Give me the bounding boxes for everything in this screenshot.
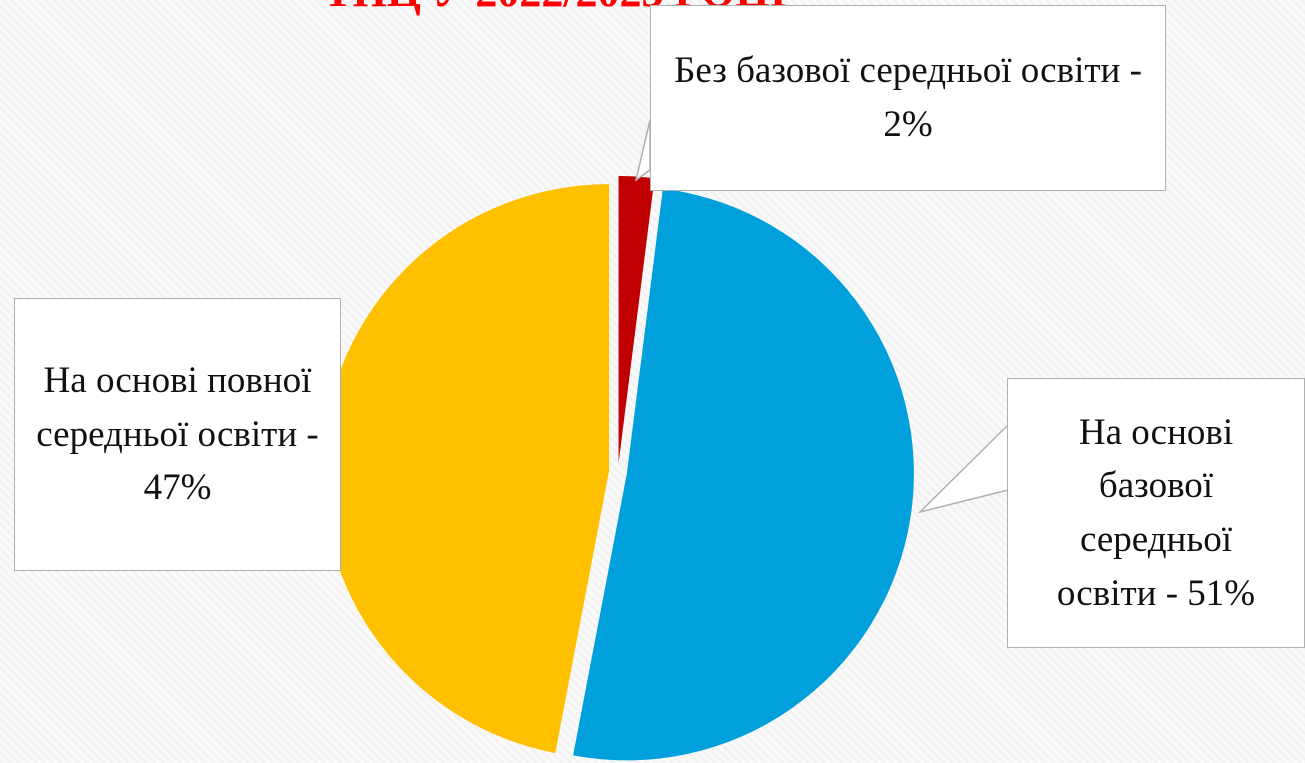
callout-pointer	[917, 423, 1009, 514]
callout-pointer	[634, 119, 651, 182]
data-label: На основі повної середньої освіти - 47%	[14, 298, 341, 571]
data-label: На основі базової середньої освіти - 51%	[1007, 378, 1305, 648]
pie-slice	[573, 188, 914, 761]
data-label: Без базової середньої освіти - 2%	[650, 5, 1166, 191]
pie-slice	[618, 176, 655, 464]
pie-slice	[322, 184, 610, 754]
